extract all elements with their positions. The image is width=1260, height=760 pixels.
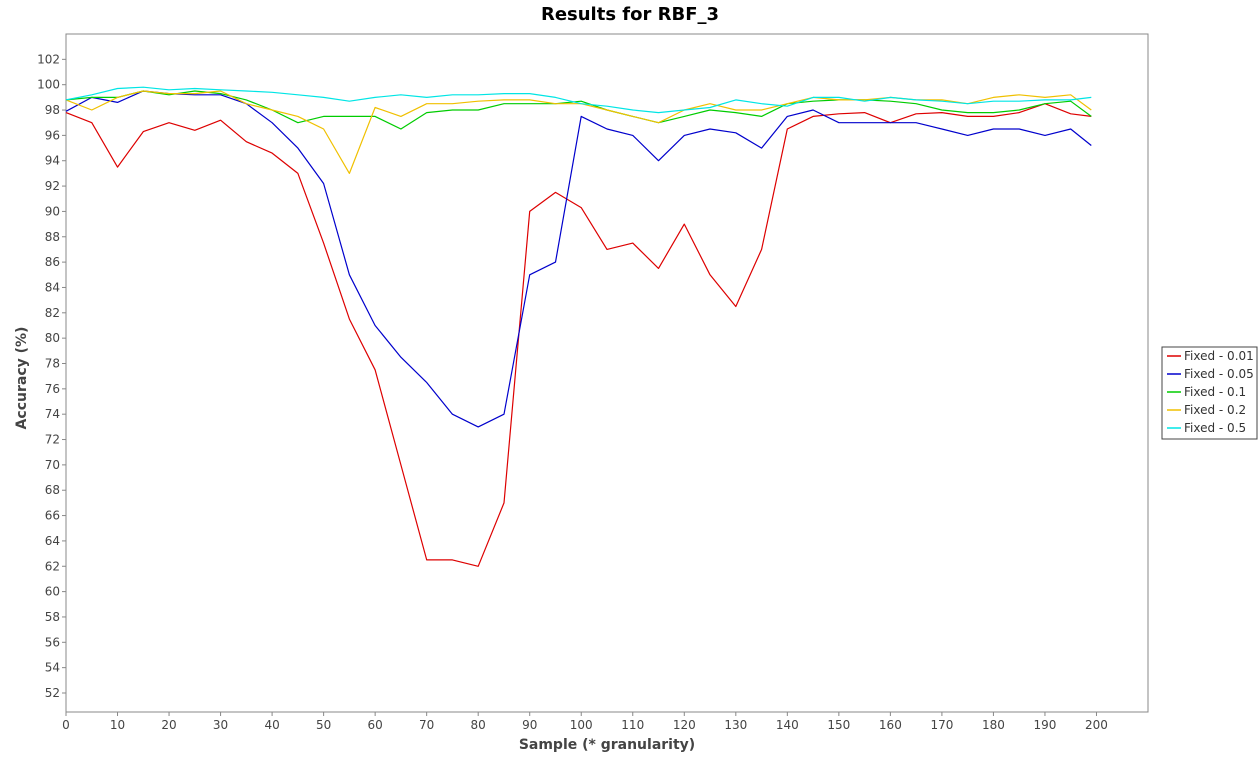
series-line-1 [65,103,1092,567]
y-tick-label: 60 [45,585,60,599]
x-tick-label: 200 [1085,718,1108,732]
y-axis-title: Accuracy (%) [14,327,30,430]
y-tick-label: 68 [45,483,60,497]
series-lines [65,86,1092,567]
x-tick-label: 10 [110,718,125,732]
chart-title: Results for RBF_3 [541,4,719,25]
x-tick-label: 100 [570,718,593,732]
legend: Fixed - 0.01 Fixed - 0.05 Fixed - 0.1 Fixed… [1161,346,1258,440]
x-tick-label: 50 [316,718,331,732]
y-tick-label: 58 [45,610,60,624]
legend-label: Fixed - 0.1 [1184,385,1246,399]
series-line-2 [65,90,1092,428]
y-tick-label: 56 [45,635,60,649]
y-tick-label: 70 [45,458,60,472]
y-tick-label: 80 [45,331,60,345]
x-axis: 0 10 20 30 40 50 60 70 80 90 100 110 120 130 140 150 160… [62,712,1108,732]
x-tick-label: 30 [213,718,228,732]
y-tick-label: 90 [45,204,60,218]
x-tick-label: 140 [776,718,799,732]
x-tick-label: 170 [930,718,953,732]
x-axis-title: Sample (* granularity) [519,737,695,753]
y-tick-label: 78 [45,356,60,370]
x-tick-label: 130 [724,718,747,732]
y-tick-label: 82 [45,306,60,320]
legend-label: Fixed - 0.2 [1184,403,1246,417]
y-tick-label: 86 [45,255,60,269]
x-tick-label: 110 [621,718,644,732]
legend-label: Fixed - 0.05 [1184,367,1254,381]
x-tick-label: 0 [62,718,70,732]
x-tick-label: 90 [522,718,537,732]
y-tick-label: 72 [45,433,60,447]
y-tick-label: 64 [45,534,60,548]
y-tick-label: 62 [45,559,60,573]
y-tick-label: 54 [45,661,60,675]
x-tick-label: 70 [419,718,434,732]
y-tick-label: 84 [45,280,60,294]
x-tick-label: 40 [264,718,279,732]
series-line-5 [65,86,1092,114]
y-tick-label: 98 [45,103,60,117]
legend-label: Fixed - 0.5 [1184,421,1246,435]
x-tick-label: 80 [471,718,486,732]
y-tick-label: 102 [37,52,60,66]
y-tick-label: 94 [45,154,60,168]
plot-area [65,33,1149,713]
x-tick-label: 20 [161,718,176,732]
y-tick-label: 66 [45,509,60,523]
y-tick-label: 88 [45,230,60,244]
y-tick-label: 96 [45,128,60,142]
legend-box [1161,346,1258,440]
x-tick-label: 180 [982,718,1005,732]
y-tick-label: 100 [37,78,60,92]
y-tick-label: 52 [45,686,60,700]
y-tick-label: 92 [45,179,60,193]
x-tick-label: 190 [1033,718,1056,732]
legend-label: Fixed - 0.01 [1184,349,1254,363]
y-tick-label: 74 [45,407,60,421]
series-line-3 [65,90,1092,130]
x-tick-label: 160 [879,718,902,732]
x-tick-label: 150 [827,718,850,732]
x-tick-label: 60 [368,718,383,732]
y-axis: 52 54 56 58 60 62 64 66 68 70 72 74 76 78 80 82 84 86 88 90… [37,52,66,700]
x-tick-label: 120 [673,718,696,732]
y-tick-label: 76 [45,382,60,396]
